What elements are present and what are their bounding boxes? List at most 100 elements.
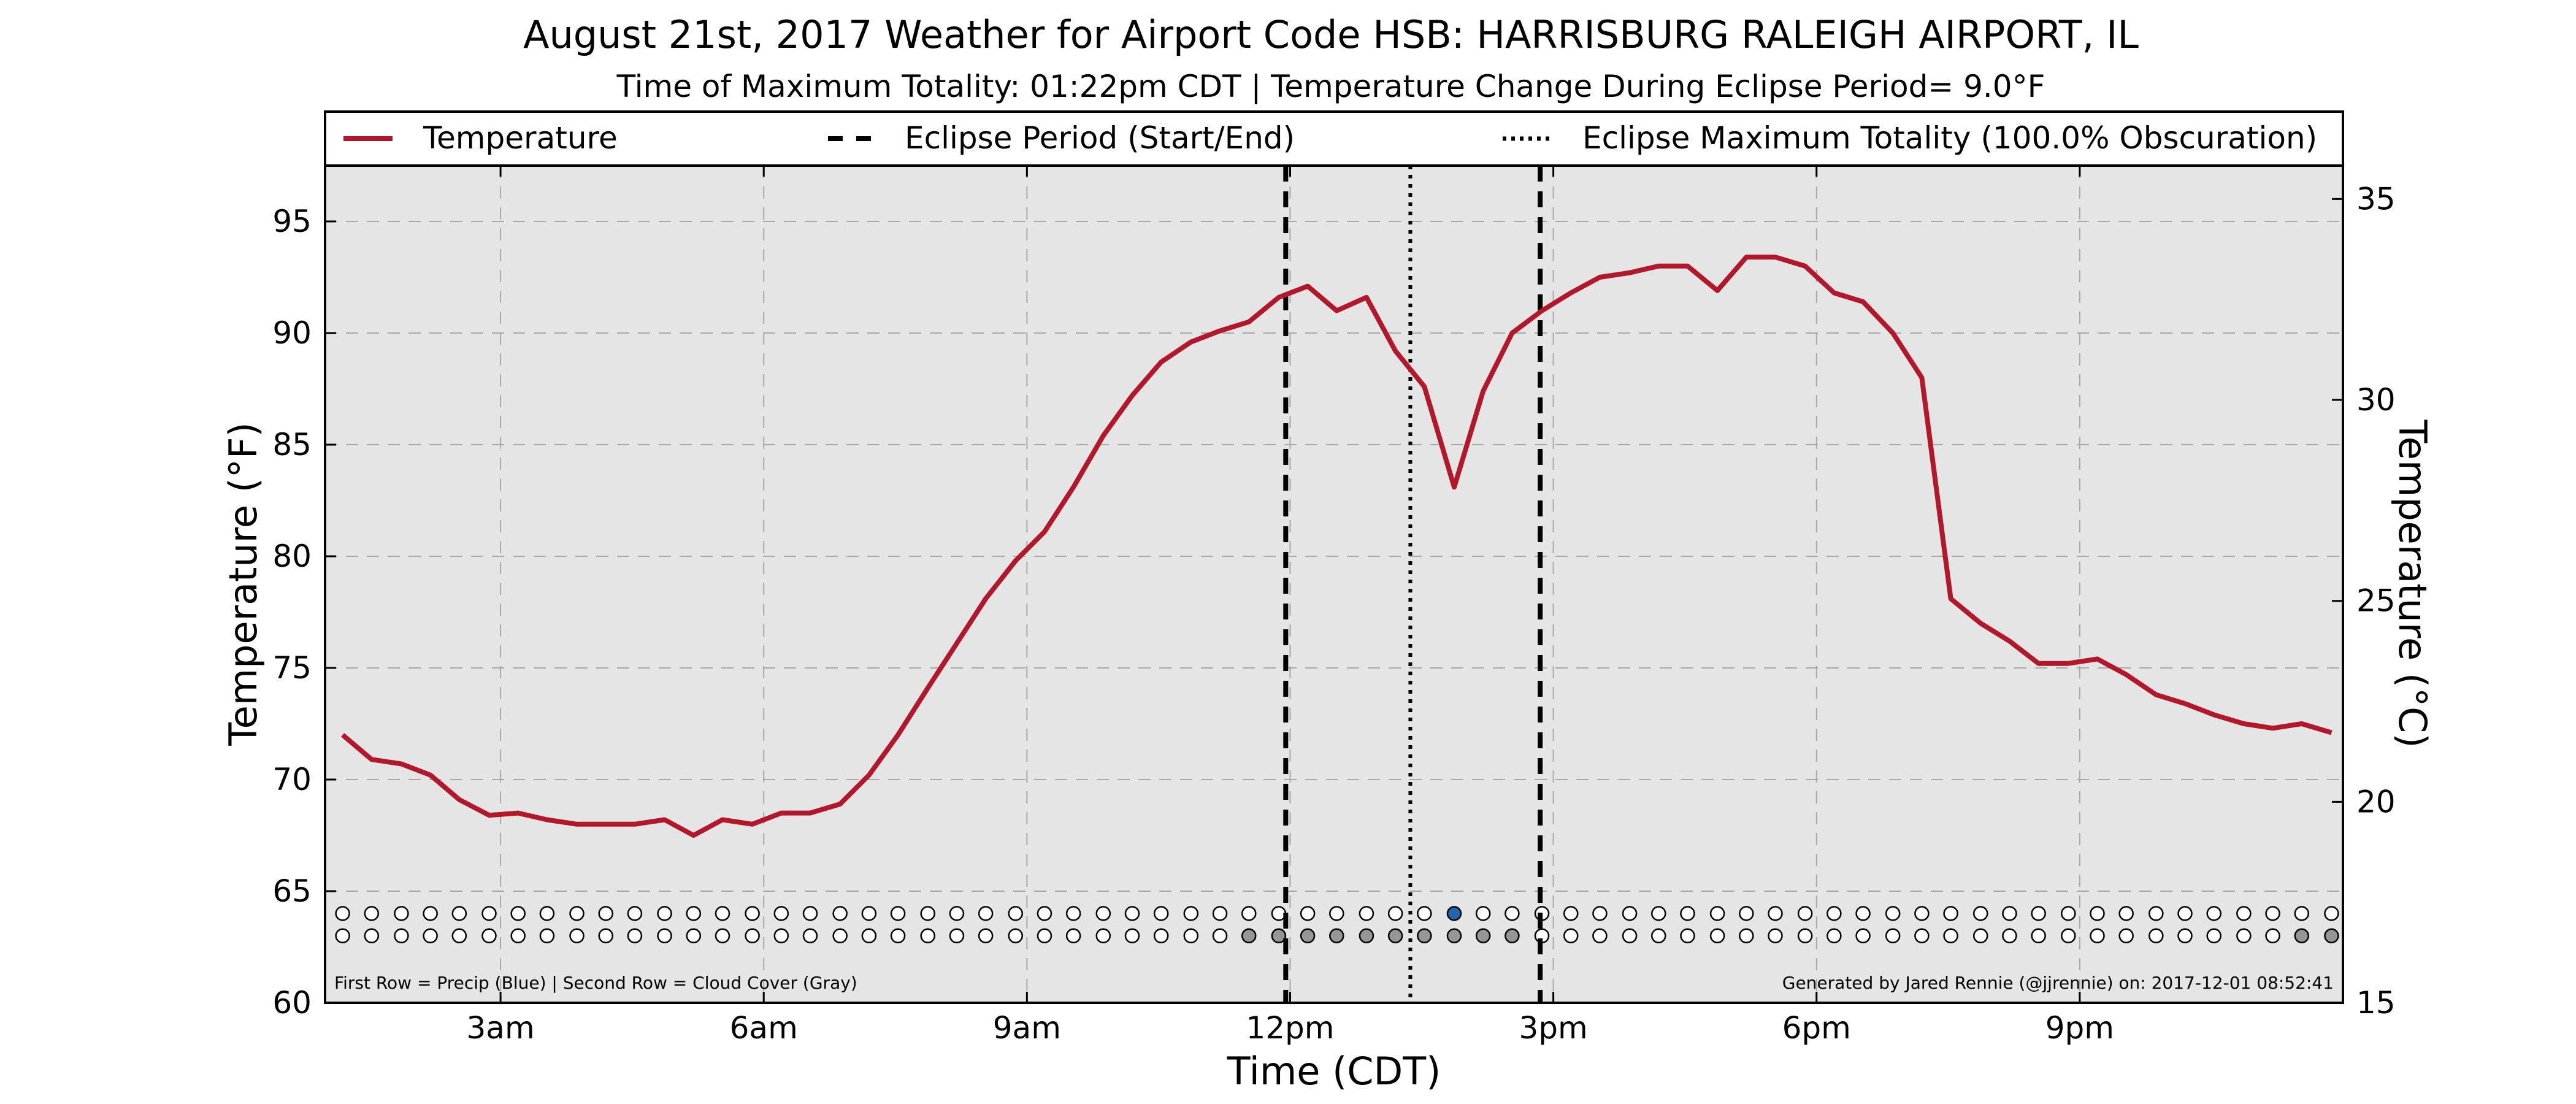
y-tick-label: 80 [272,539,312,574]
cloud-marker [657,928,672,944]
precip-marker [802,906,818,921]
cloud-marker [598,928,613,944]
precip-marker [1212,906,1228,921]
cloud-marker [1651,928,1666,944]
precip-marker [1446,906,1462,921]
cloud-marker [394,928,409,944]
precip-marker [510,906,526,921]
y-tick-label: 70 [272,762,312,797]
precip-marker [1972,906,1988,921]
precip-marker [1563,906,1579,921]
chart-title: August 21st, 2017 Weather for Airport Co… [523,12,2139,57]
x-axis-ticks: 3am 6am 9am 12pm 3pm 6pm 9pm [467,166,2114,1046]
precip-marker [890,906,906,921]
precip-marker [335,906,350,921]
precip-marker [2031,906,2046,921]
legend-label-max-totality: Eclipse Maximum Totality (100.0% Obscura… [1582,120,2317,156]
cloud-marker [1387,928,1403,944]
indicator-rows [335,906,2339,944]
cloud-marker [1914,928,1930,944]
grid-lines [325,166,2343,1003]
cloud-marker [1739,928,1754,944]
x-axis-label: Time (CDT) [1227,1049,1441,1094]
chart-subtitle: Time of Maximum Totality: 01:22pm CDT | … [616,69,2045,104]
cloud-marker [2294,928,2310,944]
cloud-marker [1943,928,1958,944]
cloud-marker [1300,928,1316,944]
legend-label-temperature: Temperature [423,120,618,156]
precip-marker [1475,906,1491,921]
precip-marker [481,906,497,921]
cloud-marker [539,928,555,944]
cloud-marker [2031,928,2046,944]
precip-marker [1768,906,1783,921]
precip-marker [1680,906,1695,921]
precip-marker [569,906,585,921]
precip-marker [1387,906,1403,921]
cloud-marker [1065,928,1081,944]
cloud-marker [335,928,350,944]
y-axis-ticks: 60 65 70 75 80 85 90 95 [272,204,336,1021]
cloud-marker [1183,928,1199,944]
cloud-marker [1124,928,1140,944]
precip-marker [2324,906,2339,921]
cloud-marker [1885,928,1901,944]
cloud-marker [510,928,526,944]
precip-marker [2177,906,2193,921]
cloud-marker [2177,928,2193,944]
legend-label-eclipse-period: Eclipse Period (Start/End) [905,120,1295,156]
precip-marker [2002,906,2017,921]
cloud-marker [1008,928,1024,944]
precip-marker [1797,906,1813,921]
precip-marker [861,906,877,921]
precip-marker [1065,906,1081,921]
precip-marker [1300,906,1316,921]
cloud-marker [1505,928,1520,944]
precip-marker [832,906,848,921]
cloud-marker [1680,928,1695,944]
cloud-marker [2118,928,2134,944]
precip-marker [627,906,643,921]
cloud-marker [1212,928,1228,944]
cloud-marker [832,928,848,944]
cloud-marker [861,928,877,944]
x-tick-label: 6am [730,1010,798,1046]
cloud-marker [1329,928,1344,944]
precip-marker [1241,906,1257,921]
cloud-marker [1855,928,1871,944]
x-tick-label: 3am [467,1010,535,1046]
y-right-tick-label: 35 [2356,181,2396,217]
cloud-marker [2061,928,2076,944]
precip-marker [1095,906,1111,921]
cloud-marker [451,928,467,944]
precip-marker [745,906,760,921]
precip-marker [1855,906,1871,921]
precip-marker [598,906,613,921]
precip-marker [657,906,672,921]
cloud-marker [1563,928,1579,944]
y-tick-label: 95 [272,204,312,239]
precip-marker [1827,906,1842,921]
precip-marker [2294,906,2310,921]
x-tick-label: 9am [993,1010,1061,1046]
precip-marker [451,906,467,921]
cloud-marker [2236,928,2252,944]
cloud-marker [2149,928,2164,944]
precip-marker [1739,906,1754,921]
precip-marker [920,906,935,921]
cloud-marker [1037,928,1052,944]
cloud-marker [364,928,380,944]
cloud-marker [1622,928,1638,944]
cloud-marker [2002,928,2017,944]
y-right-tick-label: 20 [2356,784,2396,819]
cloud-marker [1475,928,1491,944]
footer-left-note: First Row = Precip (Blue) | Second Row =… [334,973,857,993]
precip-marker [394,906,409,921]
precip-marker [715,906,730,921]
cloud-marker [2206,928,2221,944]
footer-right-credit: Generated by Jared Rennie (@jjrennie) on… [1782,973,2334,993]
precip-marker [423,906,438,921]
precip-marker [1417,906,1432,921]
precip-marker [1651,906,1666,921]
precip-marker [2265,906,2280,921]
